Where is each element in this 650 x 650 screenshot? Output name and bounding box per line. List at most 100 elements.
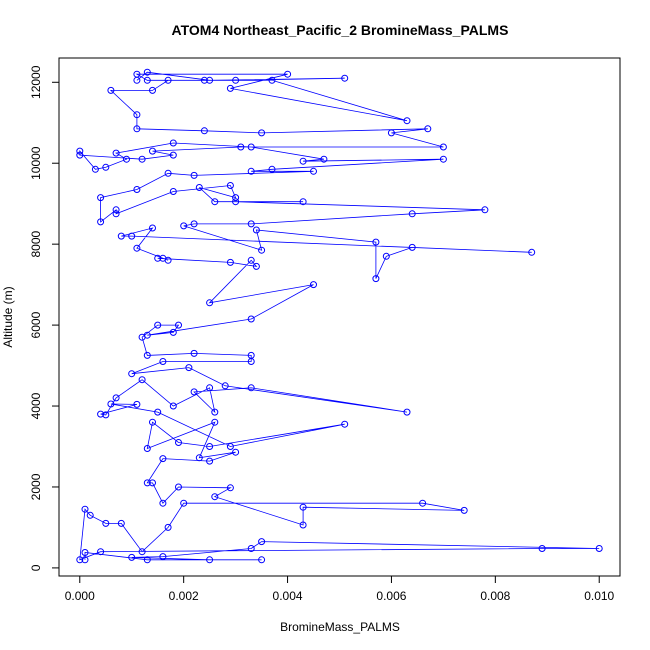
data-point [128, 553, 136, 561]
data-point [164, 256, 172, 264]
data-point [258, 538, 266, 546]
x-tick-label: 0.008 [480, 589, 510, 603]
data-point [91, 165, 99, 173]
data-point [117, 519, 125, 527]
data-point [107, 400, 115, 408]
data-point [232, 76, 240, 84]
data-point [190, 171, 198, 179]
data-point [481, 206, 489, 214]
data-point [112, 210, 120, 218]
data-point [232, 448, 240, 456]
data-point [133, 125, 141, 133]
data-point [419, 499, 427, 507]
data-point [247, 167, 255, 175]
y-tick-label: 0 [29, 564, 43, 571]
data-point [76, 556, 84, 564]
y-tick-label: 8000 [29, 230, 43, 257]
data-point [81, 549, 89, 556]
data-point [169, 139, 177, 147]
data-point [341, 74, 349, 82]
data-point [169, 188, 177, 195]
data-point [299, 503, 307, 511]
data-point [164, 76, 172, 84]
data-point [107, 86, 115, 94]
data-point [143, 76, 151, 84]
data-point [102, 519, 110, 527]
data-point [154, 321, 162, 329]
data-point [133, 111, 141, 119]
data-point [190, 388, 198, 396]
data-point [226, 484, 234, 492]
data-point [232, 194, 240, 202]
data-point [102, 411, 110, 419]
data-point [97, 410, 105, 418]
data-point [164, 169, 172, 177]
data-point [185, 364, 193, 372]
data-point [247, 220, 255, 228]
data-point [81, 556, 89, 564]
data-point [138, 376, 146, 384]
data-point [143, 445, 151, 452]
data-point [221, 382, 229, 390]
data-point [190, 220, 198, 228]
data-point [164, 523, 172, 531]
data-point [226, 182, 234, 189]
data-point [169, 328, 177, 336]
data-point [86, 511, 94, 519]
data-point [284, 70, 292, 78]
data-point [258, 556, 266, 564]
data-point [128, 232, 136, 240]
data-point [195, 184, 203, 191]
data-point [247, 384, 255, 392]
y-tick-label: 6000 [29, 311, 43, 338]
y-tick-label: 12000 [29, 65, 43, 99]
data-point [247, 256, 255, 264]
data-point [133, 244, 141, 252]
data-point [408, 243, 416, 251]
data-point [226, 84, 234, 92]
data-point [97, 548, 105, 556]
data-point [159, 499, 167, 507]
data-point [247, 143, 255, 151]
data-point [143, 351, 151, 359]
data-point [200, 127, 208, 135]
data-point [159, 455, 167, 463]
data-point [595, 545, 603, 552]
x-tick-label: 0.002 [169, 589, 199, 603]
data-point [206, 384, 214, 392]
chart-title: ATOM4 Northeast_Pacific_2 BromineMass_PA… [172, 22, 509, 38]
data-point [138, 548, 146, 556]
data-point [439, 143, 447, 151]
y-tick-label: 2000 [29, 473, 43, 500]
data-point [299, 157, 307, 165]
data-point [211, 198, 219, 206]
data-point [169, 151, 177, 159]
data-point [268, 76, 276, 84]
data-point [143, 331, 151, 339]
y-axis-label: Altitude (m) [1, 286, 15, 347]
data-point [81, 505, 89, 513]
data-point [175, 483, 182, 491]
data-point [149, 224, 156, 232]
data-point [76, 151, 84, 159]
x-tick-label: 0.000 [65, 589, 95, 603]
data-point [117, 232, 125, 240]
data-point [372, 275, 380, 283]
data-point [76, 147, 84, 155]
data-point [200, 76, 208, 84]
data-point [149, 86, 156, 94]
data-point [102, 163, 110, 171]
data-point [424, 125, 432, 133]
data-point [211, 408, 219, 416]
data-point [169, 402, 177, 410]
data-point [310, 281, 317, 289]
data-point [439, 155, 447, 163]
data-point [206, 443, 214, 450]
x-axis-label: BromineMass_PALMS [280, 620, 400, 634]
y-tick-label: 4000 [29, 392, 43, 419]
data-point [180, 222, 188, 230]
data-point [159, 358, 167, 365]
